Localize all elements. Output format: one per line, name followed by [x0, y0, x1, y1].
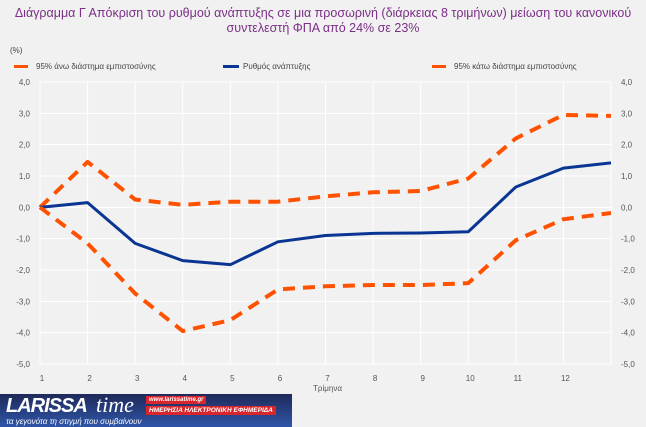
x-tick-label: 5: [230, 374, 235, 383]
logo-tagline: τα γεγονότα τη στιγμή που συμβαίνουν: [6, 417, 142, 426]
y-tick-label-left: 0,0: [19, 203, 31, 212]
y-tick-label-right: 1,0: [621, 172, 633, 181]
y-tick-label-left: -1,0: [16, 235, 30, 244]
y-tick-label-right: -2,0: [621, 266, 635, 275]
x-tick-label: 2: [87, 374, 92, 383]
legend-lower: 95% κάτω διάστημα εμπιστοσύνης: [432, 62, 577, 71]
legend-label: 95% κάτω διάστημα εμπιστοσύνης: [454, 62, 577, 71]
y-tick-label-right: 4,0: [621, 78, 633, 87]
y-axis-unit: (%): [10, 46, 23, 55]
y-tick-label-right: -5,0: [621, 360, 635, 369]
x-tick-label: 11: [514, 374, 523, 383]
y-tick-label-left: -5,0: [16, 360, 30, 369]
x-tick-label: 12: [561, 374, 570, 383]
chart-title: Διάγραμμα Γ Απόκριση του ρυθμού ανάπτυξη…: [14, 6, 632, 35]
series-line-2: [38, 205, 612, 334]
x-tick-label: 9: [420, 374, 425, 383]
y-tick-label-left: 4,0: [19, 78, 31, 87]
y-tick-label-right: -4,0: [621, 329, 635, 338]
y-tick-label-right: -3,0: [621, 297, 635, 306]
y-tick-label-left: 2,0: [19, 141, 31, 150]
x-tick-label: 8: [373, 374, 378, 383]
legend-label: 95% άνω διάστημα εμπιστοσύνης: [36, 62, 156, 71]
series-line-1: [39, 161, 612, 267]
y-tick-label-right: 2,0: [621, 141, 633, 150]
y-tick-label-left: -2,0: [16, 266, 30, 275]
logo-subtitle: ΗΜΕΡΗΣΙΑ ΗΛΕΚΤΡΟΝΙΚΗ ΕΦΗΜΕΡΙΔΑ: [146, 406, 276, 415]
x-tick-label: 7: [325, 374, 330, 383]
y-tick-label-left: 3,0: [19, 109, 31, 118]
y-tick-label-right: -1,0: [621, 235, 635, 244]
logo-url: www.larissatime.gr: [146, 396, 207, 404]
y-tick-label-right: 3,0: [621, 109, 633, 118]
x-tick-label: 3: [135, 374, 140, 383]
legend-swatch-upper: [14, 65, 28, 68]
x-tick-label: 4: [183, 374, 188, 383]
y-tick-label-left: 1,0: [19, 172, 31, 181]
legend-growth: Ρυθμός ανάπτυξης: [223, 62, 311, 71]
x-tick-label: 1: [40, 374, 45, 383]
x-tick-label: 6: [278, 374, 283, 383]
x-tick-label: 10: [466, 374, 475, 383]
x-axis-label: Τρίμηνα: [313, 384, 342, 393]
y-tick-label-left: -4,0: [16, 329, 30, 338]
legend-swatch-lower: [432, 65, 446, 68]
series-line-0: [38, 112, 612, 209]
legend-label: Ρυθμός ανάπτυξης: [243, 62, 311, 71]
legend-upper: 95% άνω διάστημα εμπιστοσύνης: [14, 62, 156, 71]
y-tick-label-right: 0,0: [621, 203, 633, 212]
larissatime-logo: LARISSA time www.larissatime.gr ΗΜΕΡΗΣΙΑ…: [0, 394, 292, 427]
legend-swatch-growth: [223, 65, 239, 68]
y-tick-label-left: -3,0: [16, 297, 30, 306]
